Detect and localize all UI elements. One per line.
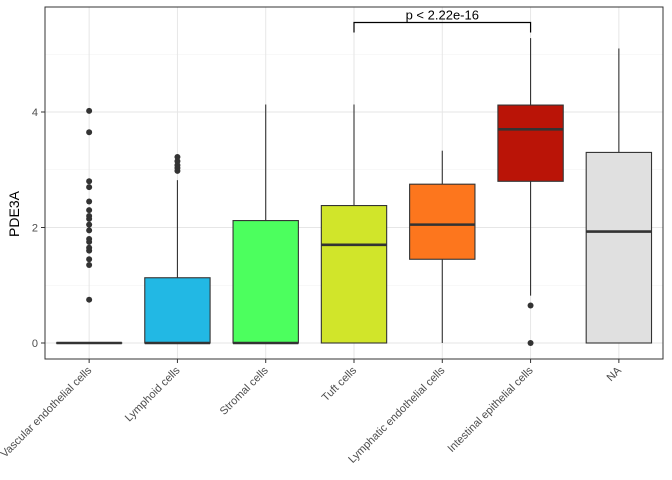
outlier-point [86,227,93,234]
outlier-point [86,178,93,185]
box-3 [320,104,388,344]
p-value-label: p < 2.22e-16 [406,7,479,22]
y-tick-label: 0 [32,338,38,350]
outlier-point [86,256,93,263]
significance-annotation: p < 2.22e-16 [353,7,532,33]
outlier-point [86,198,93,205]
outlier-point [86,107,93,114]
box-5 [497,38,564,346]
box-4 [409,150,476,343]
x-tick-label: NA [605,364,625,384]
outlier-point [86,184,93,191]
outlier-point [174,154,181,161]
box-1 [144,154,211,345]
outlier-point [86,207,93,214]
significance-bracket [353,21,532,33]
outlier-point [86,296,93,303]
box-0 [55,107,123,345]
x-tick-label: Lymphatic endothelial cells [346,364,448,466]
box-body [497,104,564,182]
y-axis-title: PDE3A [6,190,22,237]
x-tick-label: Vascular endothelial cells [0,364,95,460]
x-tick-label: Tuft cells [320,364,360,404]
outlier-point [86,262,93,269]
outlier-point [86,236,93,243]
x-tick-label: Lymphoid cells [123,364,183,424]
outlier-point [86,212,93,219]
y-tick-label: 2 [32,223,38,235]
box-series [55,38,653,346]
box-body [320,205,388,344]
x-axis: Vascular endothelial cells Lymphoid cells… [0,359,624,466]
box-body [409,183,476,260]
box-6 [585,48,653,344]
outlier-point [86,244,93,251]
outlier-point [86,221,93,228]
outlier-point [527,302,534,309]
box-body [232,220,299,344]
outlier-point [86,129,93,136]
y-axis: 0 2 4 [32,107,45,350]
y-tick-label: 4 [32,107,38,119]
box-body [585,151,653,344]
box-2 [232,104,299,345]
outlier-point [527,340,534,346]
x-tick-label: Stromal cells [218,364,271,417]
box-body [144,277,211,344]
x-tick-label: Intestinal epithelial cells [445,364,536,455]
